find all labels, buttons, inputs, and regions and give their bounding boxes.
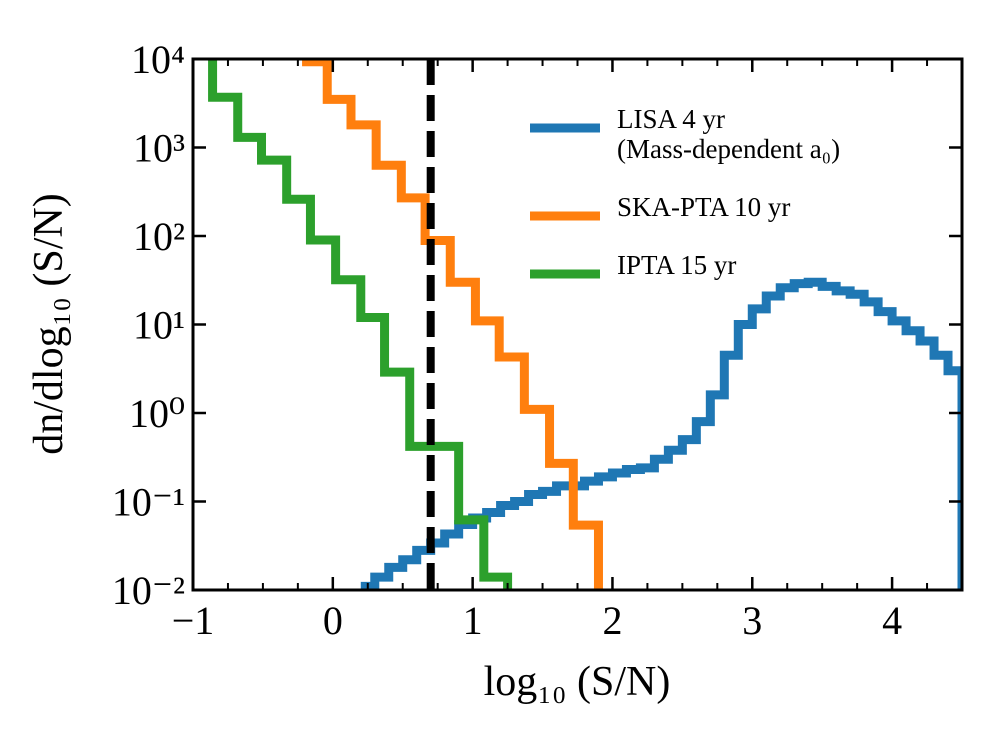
y-tick-label: 10⁻² <box>112 568 185 613</box>
x-axis-label: log₁₀ (S/N) <box>484 659 671 705</box>
legend-label: (Mass-dependent a₀) <box>617 134 840 164</box>
y-tick-label: 10⁰ <box>129 391 185 436</box>
y-axis-label: dn/dlog₁₀ (S/N) <box>26 193 72 454</box>
y-tick-label: 10² <box>133 214 185 259</box>
x-tick-label: 1 <box>463 598 483 643</box>
y-tick-label: 10⁻¹ <box>112 480 185 525</box>
legend-label: SKA-PTA 10 yr <box>617 192 790 222</box>
histogram-line <box>208 59 513 590</box>
histogram-line <box>360 277 962 590</box>
x-tick-label: 3 <box>742 598 762 643</box>
histogram-line <box>302 59 603 590</box>
legend-label: IPTA 15 yr <box>617 250 736 280</box>
x-tick-label: −1 <box>172 598 215 643</box>
y-tick-label: 10⁴ <box>131 37 185 82</box>
x-tick-label: 2 <box>602 598 622 643</box>
x-tick-label: 4 <box>882 598 902 643</box>
y-tick-label: 10¹ <box>133 303 185 348</box>
x-tick-label: 0 <box>323 598 343 643</box>
y-tick-label: 10³ <box>133 126 185 171</box>
plot-area <box>208 59 962 590</box>
legend-label: LISA 4 yr <box>617 104 725 134</box>
